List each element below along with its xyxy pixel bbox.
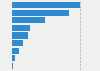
Bar — [12, 63, 13, 69]
Bar — [12, 48, 19, 54]
Bar — [12, 25, 30, 31]
Bar — [12, 2, 80, 8]
Bar — [12, 55, 15, 61]
Bar — [12, 17, 45, 23]
Bar — [12, 32, 28, 39]
Bar — [12, 40, 23, 46]
Bar — [12, 10, 69, 16]
